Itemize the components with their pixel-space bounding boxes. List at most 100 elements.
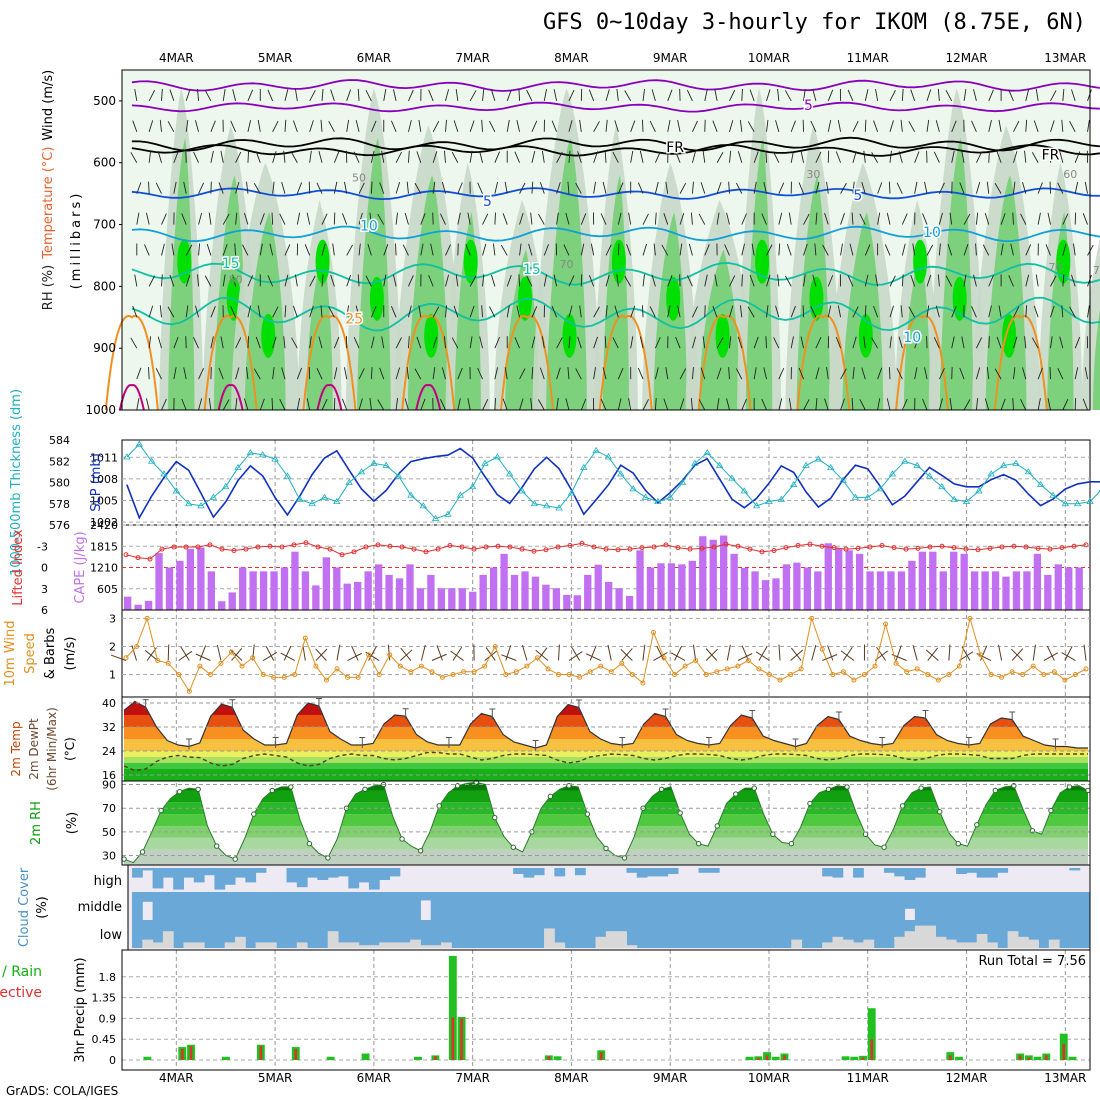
slp-tick-label: 1011: [90, 451, 118, 464]
rh-marker: [677, 810, 683, 816]
cape-bar: [479, 574, 487, 610]
cloud-cell: [966, 920, 978, 948]
low-cloud-gap: [832, 936, 844, 948]
wind-barb: [171, 243, 175, 256]
wind-barb: [686, 89, 693, 102]
wind-barb: [291, 152, 298, 163]
rh-marker: [1066, 784, 1073, 790]
cloud-cell: [626, 892, 638, 920]
cloud-cell: [894, 920, 906, 948]
cloud-cell: [626, 920, 638, 948]
cloud-cell: [667, 920, 679, 948]
lifted-index-marker: [195, 544, 201, 550]
wind10-speed-marker: [893, 660, 899, 666]
wind-barb: [778, 182, 785, 194]
wind10-speed-marker: [619, 660, 625, 666]
lifted-index-marker: [687, 546, 693, 552]
wind-barb: [777, 274, 780, 287]
cloud-cell: [513, 920, 524, 948]
wind-barb: [253, 368, 261, 380]
rh-marker: [139, 849, 146, 855]
slp-tick-label: 1005: [90, 495, 118, 508]
wind-barb: [1013, 151, 1018, 163]
rh-tick-label: 90: [102, 779, 116, 792]
precip-total-bar: [850, 1056, 859, 1060]
wind-barb: [951, 120, 957, 132]
wind-barb: [1082, 213, 1088, 225]
wind-barb: [357, 88, 360, 101]
wind10-barb: [1046, 645, 1055, 661]
wind-barb: [357, 274, 360, 287]
lifted-index-marker: [951, 545, 957, 551]
thickness-marker: [357, 468, 366, 475]
wind-barb: [414, 368, 422, 380]
cape-bar: [270, 571, 278, 610]
wind-barb: [210, 150, 214, 163]
wind10-barb: [450, 650, 464, 661]
wind-barb: [835, 336, 842, 349]
low-cloud-gap: [791, 939, 803, 948]
wind10-speed-marker: [577, 674, 583, 680]
wind-barb: [698, 399, 706, 411]
temp-band: [124, 757, 1088, 763]
bottom-day-label: 10MAR: [748, 1071, 790, 1085]
thickness-marker: [1073, 499, 1082, 507]
wind-barb: [912, 243, 916, 256]
lifted-index-marker: [663, 542, 669, 548]
wind-barb: [667, 305, 671, 318]
wind-barb: [530, 212, 533, 225]
wind-barb: [901, 398, 908, 411]
wind-barb: [840, 182, 847, 194]
footer-credit: GrADS: COLA/IGES: [6, 1084, 119, 1098]
wind-barb: [726, 398, 730, 411]
wind-barb: [728, 367, 730, 380]
low-cloud-gap: [296, 942, 308, 948]
wind-barb: [600, 213, 607, 225]
wind-barb: [220, 150, 224, 163]
cloud-cell: [235, 892, 246, 920]
cape-bar: [1002, 576, 1010, 610]
thickness-marker: [839, 476, 847, 483]
wind-barb: [395, 182, 401, 194]
wind-barb: [641, 119, 644, 132]
temp-contour-minus5b: [131, 101, 1100, 113]
wind-barb: [198, 182, 205, 194]
cape-bar: [876, 571, 885, 610]
wind-barb: [292, 305, 298, 318]
cloud-cell: [956, 920, 967, 948]
cloud-cell: [389, 920, 401, 948]
cloud-cell: [492, 920, 504, 948]
thickness-marker: [184, 499, 193, 507]
cloud-cell: [224, 868, 236, 885]
cape-bar: [1033, 553, 1042, 610]
wind-barb: [321, 243, 326, 256]
cloud-cell: [338, 868, 349, 877]
lifted-index-marker: [423, 549, 429, 555]
cloud-cell: [286, 868, 298, 883]
cloud-cell: [193, 920, 205, 948]
thickness-marker: [999, 461, 1008, 468]
rh-max-spot: [858, 313, 873, 358]
wind10-barb: [790, 647, 802, 661]
wind-barb: [741, 398, 747, 411]
wind-barb: [416, 336, 422, 349]
wind10-barb: [842, 646, 853, 661]
wind-barb: [712, 305, 718, 318]
wind-barb: [556, 212, 559, 225]
low-cloud-gap: [183, 942, 195, 948]
cloud-cell: [245, 892, 257, 920]
wind10-speed-marker: [703, 672, 709, 678]
wind-barb: [847, 89, 854, 102]
wind-barb: [567, 181, 570, 194]
bottom-day-label: 11MAR: [847, 1071, 889, 1085]
cloud-cell: [162, 868, 174, 878]
wind-barb: [257, 305, 261, 318]
temp-contour-25: [203, 314, 258, 411]
lifted-index-marker: [987, 545, 993, 551]
wind10-speed-marker: [798, 666, 804, 672]
rh-marker: [436, 803, 442, 809]
wind-barb: [827, 119, 832, 132]
lifted-index-marker: [219, 546, 225, 552]
wind-barb: [481, 119, 483, 132]
temp-contour-25: [796, 314, 851, 411]
